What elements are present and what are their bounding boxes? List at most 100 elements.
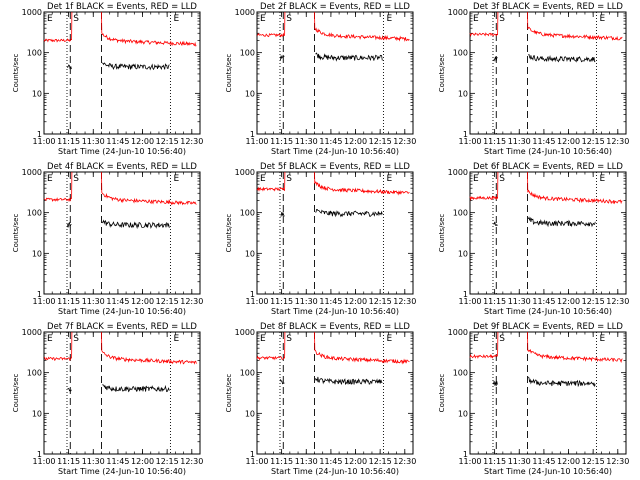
x-tick-label: 12:00 bbox=[344, 137, 367, 146]
series-events-line bbox=[67, 64, 72, 70]
x-axis-label: Start Time (24-Jun-10 10:56:40) bbox=[58, 147, 186, 156]
x-tick-label: 11:00 bbox=[458, 297, 481, 306]
x-tick-label: 11:00 bbox=[458, 137, 481, 146]
panel-8: Det 8f BLACK = Events, RED = LLD 1 10 100 10… bbox=[225, 322, 416, 476]
x-tick-label: 11:00 bbox=[245, 457, 268, 466]
panel-9: Det 9f BLACK = Events, RED = LLD 1 10 100 10… bbox=[438, 322, 629, 476]
panel-3: Det 3f BLACK = Events, RED = LLD 1 10 100 10… bbox=[438, 2, 629, 156]
x-tick-label: 12:30 bbox=[606, 137, 629, 146]
marker-label: E bbox=[599, 334, 605, 344]
panel-7: Det 7f BLACK = Events, RED = LLD 1 10 100 10… bbox=[12, 322, 203, 476]
x-tick-label: 11:00 bbox=[458, 457, 481, 466]
x-tick-label: 11:00 bbox=[245, 137, 268, 146]
series-events-line bbox=[493, 221, 498, 226]
x-tick-label: 12:00 bbox=[131, 457, 154, 466]
plot-frame bbox=[43, 331, 201, 455]
x-tick-label: 12:15 bbox=[369, 297, 392, 306]
y-tick-label: 100 bbox=[27, 209, 42, 218]
y-tick-label: 1000 bbox=[235, 8, 255, 17]
y-tick-label: 100 bbox=[453, 209, 468, 218]
series-lld-line bbox=[314, 11, 410, 42]
x-tick-label: 12:30 bbox=[180, 457, 203, 466]
marker-label: E bbox=[47, 334, 53, 344]
y-tick-label: 100 bbox=[240, 209, 255, 218]
x-tick-label: 12:30 bbox=[180, 297, 203, 306]
y-axis-label: Counts/sec bbox=[438, 374, 446, 413]
panel-title: Det 6f BLACK = Events, RED = LLD bbox=[473, 162, 623, 172]
y-tick-label: 1000 bbox=[448, 168, 468, 177]
plot-frame bbox=[469, 331, 627, 455]
marker-label: E bbox=[47, 14, 53, 24]
x-tick-label: 12:30 bbox=[393, 137, 416, 146]
series-lld-line bbox=[527, 11, 623, 41]
y-tick-label: 100 bbox=[453, 49, 468, 58]
x-tick-label: 11:30 bbox=[82, 297, 105, 306]
x-tick-label: 12:30 bbox=[393, 297, 416, 306]
series-events-line bbox=[101, 219, 170, 230]
plot-frame bbox=[43, 171, 201, 295]
series-events-line bbox=[280, 379, 285, 385]
series-events-line bbox=[528, 53, 596, 63]
y-axis-label: Counts/sec bbox=[438, 214, 446, 253]
series-events-line bbox=[315, 52, 383, 62]
series-events-line bbox=[102, 62, 170, 71]
x-tick-label: 12:15 bbox=[582, 297, 605, 306]
y-tick-label: 1000 bbox=[235, 168, 255, 177]
y-axis-label: Counts/sec bbox=[12, 214, 20, 253]
series-events-line bbox=[280, 54, 285, 61]
x-tick-label: 11:30 bbox=[295, 137, 318, 146]
y-tick-label: 1 bbox=[250, 130, 255, 139]
x-tick-label: 12:15 bbox=[582, 137, 605, 146]
y-tick-label: 10 bbox=[32, 409, 42, 418]
series-events-line bbox=[280, 211, 285, 217]
x-axis-label: Start Time (24-Jun-10 10:56:40) bbox=[58, 307, 186, 316]
marker-label: E bbox=[173, 174, 179, 184]
x-tick-label: 11:15 bbox=[483, 297, 506, 306]
y-tick-label: 10 bbox=[245, 249, 255, 258]
y-tick-label: 10 bbox=[245, 409, 255, 418]
y-tick-label: 1 bbox=[250, 290, 255, 299]
panel-title: Det 1f BLACK = Events, RED = LLD bbox=[47, 2, 197, 12]
x-tick-label: 11:00 bbox=[32, 457, 55, 466]
series-lld-line bbox=[256, 11, 286, 38]
x-tick-label: 11:45 bbox=[319, 137, 342, 146]
series-lld-line bbox=[256, 331, 286, 361]
y-tick-label: 1000 bbox=[22, 168, 42, 177]
y-tick-label: 10 bbox=[32, 249, 42, 258]
x-tick-label: 11:30 bbox=[508, 297, 531, 306]
x-tick-label: 11:45 bbox=[106, 297, 129, 306]
y-tick-label: 1 bbox=[37, 130, 42, 139]
panel-5: Det 5f BLACK = Events, RED = LLD 1 10 100 10… bbox=[225, 162, 416, 316]
x-tick-label: 12:30 bbox=[180, 137, 203, 146]
series-lld-line bbox=[256, 171, 286, 192]
y-tick-label: 10 bbox=[245, 89, 255, 98]
y-tick-label: 100 bbox=[240, 49, 255, 58]
y-tick-label: 1000 bbox=[235, 328, 255, 337]
x-tick-label: 11:00 bbox=[32, 137, 55, 146]
marker-label: E bbox=[599, 174, 605, 184]
series-events-line bbox=[493, 56, 498, 62]
series-lld-line bbox=[469, 171, 499, 201]
x-tick-label: 12:00 bbox=[557, 137, 580, 146]
x-tick-label: 11:15 bbox=[483, 457, 506, 466]
x-axis-label: Start Time (24-Jun-10 10:56:40) bbox=[484, 147, 612, 156]
marker-label: S bbox=[499, 174, 505, 184]
panel-title: Det 5f BLACK = Events, RED = LLD bbox=[260, 162, 410, 172]
x-axis-label: Start Time (24-Jun-10 10:56:40) bbox=[271, 467, 399, 476]
series-lld-line bbox=[527, 171, 623, 205]
marker-label: E bbox=[599, 14, 605, 24]
y-axis-label: Counts/sec bbox=[225, 374, 233, 413]
series-events-line bbox=[67, 221, 72, 228]
x-tick-label: 11:30 bbox=[508, 457, 531, 466]
x-tick-label: 12:00 bbox=[131, 297, 154, 306]
series-lld-line bbox=[314, 171, 410, 196]
y-tick-label: 1000 bbox=[448, 8, 468, 17]
marker-label: E bbox=[386, 14, 392, 24]
series-events-line bbox=[314, 376, 383, 385]
x-tick-label: 12:00 bbox=[557, 457, 580, 466]
x-tick-label: 11:45 bbox=[319, 457, 342, 466]
x-axis-label: Start Time (24-Jun-10 10:56:40) bbox=[271, 307, 399, 316]
x-tick-label: 11:45 bbox=[532, 297, 555, 306]
marker-label: S bbox=[73, 174, 79, 184]
